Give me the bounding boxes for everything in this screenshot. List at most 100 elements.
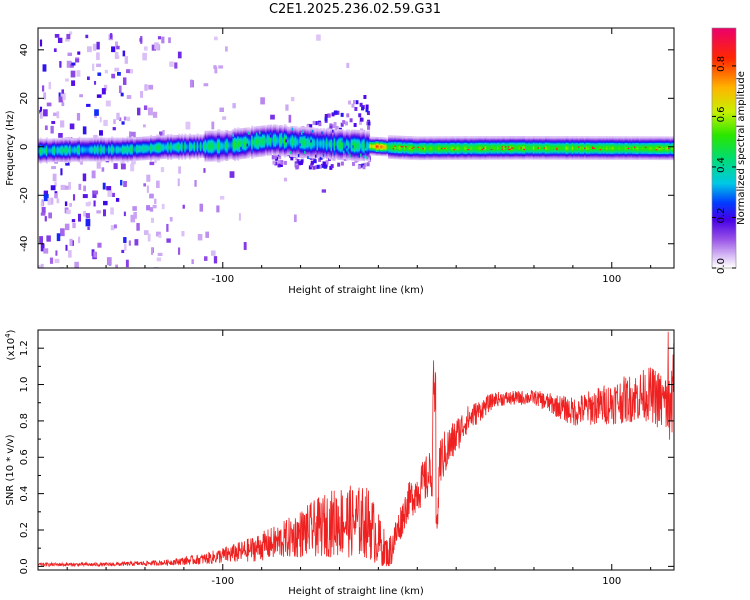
colorbar-segment (712, 174, 736, 177)
colorbar-segment (712, 124, 736, 127)
colorbar-segment (712, 260, 736, 263)
colorbar-segment (712, 104, 736, 107)
colorbar-segment (712, 144, 736, 147)
colorbar-segment (712, 96, 736, 99)
colorbar-segment (712, 102, 736, 105)
colorbar-segment (712, 238, 736, 241)
colorbar-segment (712, 66, 736, 69)
colorbar-segment (712, 200, 736, 203)
colorbar-segment (712, 186, 736, 189)
colorbar-segment (712, 180, 736, 183)
colorbar-segment (712, 250, 736, 253)
colorbar-segment (712, 204, 736, 207)
spectrogram-y-tick-label: 20 (19, 92, 30, 105)
colorbar-segment (712, 184, 736, 187)
spectrogram-cells (38, 31, 674, 268)
colorbar-segment (712, 32, 736, 35)
colorbar-segment (712, 132, 736, 135)
colorbar-segment (712, 242, 736, 245)
colorbar-frame (711, 27, 737, 269)
colorbar-segment (712, 202, 736, 205)
colorbar-segment (712, 28, 736, 31)
colorbar-segment (712, 228, 736, 231)
spectrogram-y-tick-label: 0 (19, 144, 30, 150)
snr-y-axis-label: SNR (10 * v/v) (5, 434, 16, 505)
snr-frame (37, 329, 675, 571)
snr-y-tick-label: 0.4 (19, 486, 30, 502)
snr-scale-base: (x10 (6, 338, 17, 361)
colorbar-segment (712, 74, 736, 77)
colorbar-segment (712, 150, 736, 153)
colorbar-segment (712, 258, 736, 261)
colorbar-segment (712, 56, 736, 59)
colorbar-segment (712, 122, 736, 125)
spectrogram-x-axis-label: Height of straight line (km) (288, 285, 424, 296)
colorbar-segment (712, 176, 736, 179)
colorbar-segment (712, 54, 736, 57)
colorbar-segment (712, 60, 736, 63)
colorbar-segment (712, 76, 736, 79)
colorbar-segment (712, 236, 736, 239)
colorbar-segment (712, 234, 736, 237)
colorbar-segment (712, 190, 736, 193)
spectrogram-x-tick-label: 100 (602, 274, 621, 285)
colorbar-segment (712, 192, 736, 195)
colorbar-tick-label: 0.6 (716, 106, 727, 122)
colorbar-tick-label: 0.8 (716, 56, 727, 72)
colorbar-segment (712, 52, 736, 55)
colorbar-segment (712, 182, 736, 185)
colorbar-segment (712, 84, 736, 87)
spectrogram-x-tick-label: -100 (211, 274, 234, 285)
colorbar-segment (712, 110, 736, 113)
snr-y-tick-label: 1.0 (19, 377, 30, 393)
colorbar-segment (712, 146, 736, 149)
snr-series-line (38, 331, 674, 568)
colorbar-segment (712, 30, 736, 33)
colorbar-segment (712, 248, 736, 251)
colorbar-segment (712, 224, 736, 227)
colorbar-segment (712, 264, 736, 267)
spectrogram-y-tick-label: -40 (19, 236, 30, 252)
colorbar-segment (712, 262, 736, 265)
colorbar-segment (712, 214, 736, 217)
colorbar-segment (712, 70, 736, 73)
colorbar-segment (712, 196, 736, 199)
colorbar-segment (712, 178, 736, 181)
colorbar-segment (712, 112, 736, 115)
colorbar-segment (712, 194, 736, 197)
colorbar-segment (712, 72, 736, 75)
colorbar-segment (712, 100, 736, 103)
colorbar-segment (712, 120, 736, 123)
colorbar-segment (712, 152, 736, 155)
colorbar-segment (712, 172, 736, 175)
colorbar-segment (712, 166, 736, 169)
page-title: C2E1.2025.236.02.59.G31 (268, 2, 442, 17)
colorbar-segment (712, 168, 736, 171)
snr-scale-close: ) (6, 329, 17, 333)
colorbar-segment (712, 106, 736, 109)
snr-x-tick-label: -100 (211, 576, 234, 587)
colorbar-segment (712, 170, 736, 173)
snr-scale-label: (x104) (4, 329, 17, 360)
spectrogram-y-axis-label: Frequency (Hz) (5, 110, 16, 186)
colorbar-segment (712, 256, 736, 259)
colorbar-segment (712, 38, 736, 41)
colorbar-segment (712, 46, 736, 49)
colorbar-segment (712, 164, 736, 167)
colorbar-segment (712, 160, 736, 163)
colorbar-segment (712, 88, 736, 91)
colorbar-segment (712, 82, 736, 85)
colorbar-segment (712, 188, 736, 191)
snr-y-tick-label: 1.2 (19, 340, 30, 356)
colorbar-segment (712, 246, 736, 249)
colorbar-tick-label: 0.4 (716, 157, 727, 173)
colorbar-segment (712, 116, 736, 119)
colorbar-segment (712, 42, 736, 45)
colorbar-segment (712, 254, 736, 257)
colorbar-segment (712, 222, 736, 225)
colorbar-label: Normalized spectral amplitude (736, 71, 747, 225)
colorbar-segment (712, 136, 736, 139)
colorbar-segment (712, 62, 736, 65)
colorbar-segment (712, 140, 736, 143)
